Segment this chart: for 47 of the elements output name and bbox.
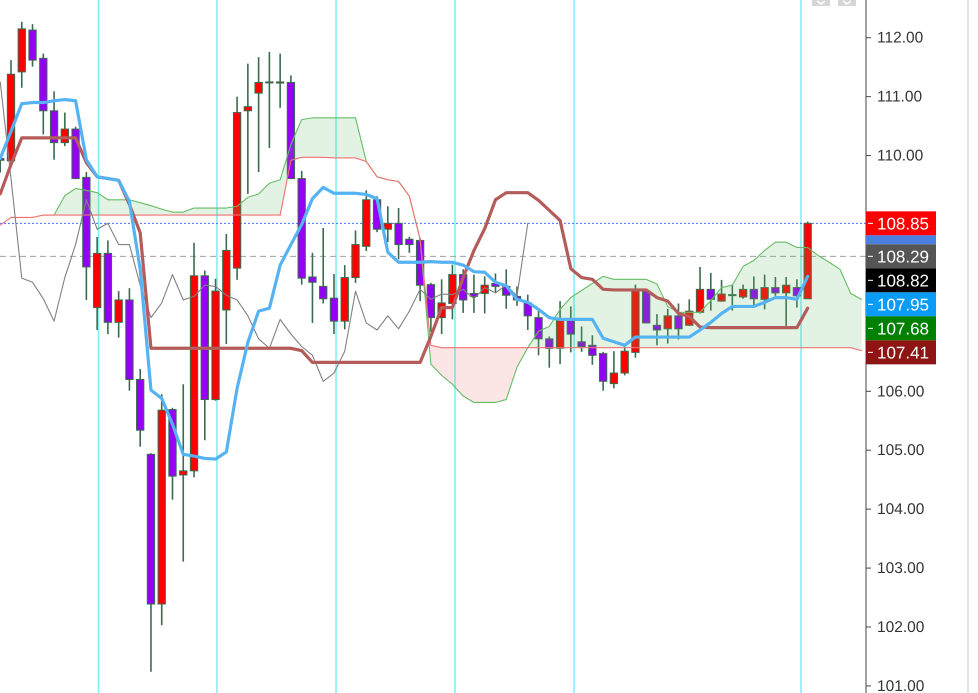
candlestick xyxy=(330,273,338,335)
candlestick xyxy=(588,334,597,366)
candlestick xyxy=(254,56,263,173)
candlestick xyxy=(728,284,736,312)
candlestick xyxy=(114,290,123,338)
candlestick xyxy=(384,205,392,243)
candlestick xyxy=(577,326,586,353)
candlestick xyxy=(405,236,414,254)
line-series xyxy=(0,98,810,461)
y-tick-label: 105.00 xyxy=(877,442,925,459)
candlestick xyxy=(319,227,328,304)
text: 107.41 xyxy=(877,342,929,362)
line-series xyxy=(0,81,528,382)
candlestick xyxy=(480,276,489,314)
text: 107.95 xyxy=(877,294,929,314)
candlestick xyxy=(750,276,758,307)
y-tick-label: 104.00 xyxy=(877,500,925,518)
candlestick xyxy=(760,274,769,310)
candlestick xyxy=(394,207,403,260)
y-tick-label: 101.00 xyxy=(877,677,925,693)
ref-line-label: 108.85 xyxy=(877,214,929,233)
candlestick xyxy=(534,308,543,356)
y-tick-label: 106.00 xyxy=(877,382,925,400)
candlestick xyxy=(664,308,672,344)
candlestick xyxy=(696,266,704,314)
candlestick xyxy=(244,62,252,195)
candlestick xyxy=(706,272,715,312)
candlestick xyxy=(782,276,790,327)
candlestick xyxy=(674,302,683,340)
y-tick-label: 112.00 xyxy=(877,29,924,46)
candlestick xyxy=(652,313,662,346)
candlestick xyxy=(738,284,748,300)
y-tick-label: 103.00 xyxy=(877,560,925,577)
candlestick xyxy=(276,52,284,109)
candlestick xyxy=(265,51,274,149)
y-tick-label: 110.00 xyxy=(877,147,924,164)
text: 107.68 xyxy=(877,318,929,338)
candlestick xyxy=(771,276,780,297)
candlestick xyxy=(179,383,188,562)
y-tick-label: 102.00 xyxy=(877,618,925,636)
candlestick xyxy=(610,350,618,390)
candlestick xyxy=(308,252,317,324)
candlestick xyxy=(545,336,554,369)
y-tick-label: 111.00 xyxy=(877,88,922,106)
ref-line-label: 108.29 xyxy=(877,246,929,266)
candlestick xyxy=(717,279,726,303)
text: 108.82 xyxy=(877,270,929,290)
